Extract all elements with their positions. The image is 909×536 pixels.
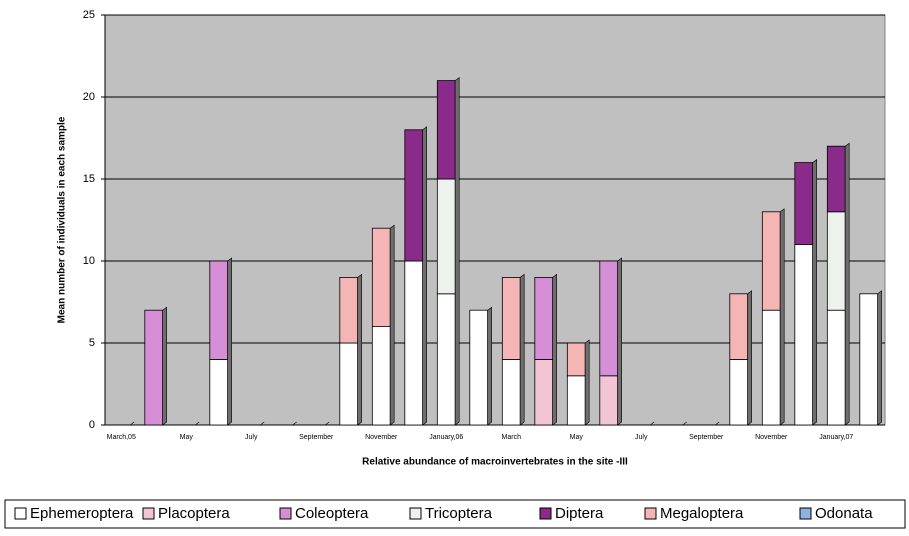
bar-segment: [436, 178, 456, 295]
legend-label: Diptera: [555, 505, 604, 522]
bar-segment: [826, 211, 846, 311]
y-tick-label: 5: [89, 337, 95, 349]
bar-side: [844, 142, 850, 426]
bar-side: [195, 421, 200, 426]
bar-side: [325, 421, 330, 426]
legend-label: Ephemeroptera: [30, 505, 134, 522]
legend-swatch: [279, 507, 292, 520]
bar-segment: [339, 342, 359, 426]
bar-segment: [501, 358, 521, 426]
bar-segment: [404, 129, 424, 262]
x-axis-title: Relative abundance of macroinvertebrates…: [362, 457, 628, 468]
bar-segment: [534, 358, 554, 426]
bar-segment: [794, 162, 814, 246]
x-tick-label: July: [245, 434, 258, 441]
y-axis-title: Mean number of individuals in each sampl…: [57, 116, 68, 323]
bar-segment: [436, 80, 456, 180]
bar-segment: [761, 211, 781, 311]
legend-swatch: [644, 507, 657, 520]
legend-label: Placoptera: [158, 505, 230, 522]
bar-segment: [144, 309, 164, 426]
bar-segment: [534, 276, 554, 360]
legend-swatch: [14, 507, 27, 520]
bar-side: [357, 273, 362, 426]
bar-side: [454, 76, 460, 426]
x-tick-label: January,06: [429, 434, 463, 441]
y-tick-label: 25: [83, 9, 95, 21]
y-tick-label: 20: [83, 91, 95, 103]
bar-side: [650, 421, 655, 426]
y-tick-label: 10: [83, 255, 95, 267]
bar-side: [812, 159, 817, 426]
bar-segment: [209, 358, 229, 426]
bar-side: [617, 257, 622, 426]
x-tick-label: March: [502, 434, 522, 441]
x-tick-label: November: [365, 434, 398, 441]
bar-segment: [826, 145, 846, 213]
legend-swatch: [799, 507, 812, 520]
bar-segment: [436, 293, 456, 426]
bar-side: [227, 257, 232, 426]
bar-side: [682, 421, 687, 426]
y-tick-label: 15: [83, 173, 95, 185]
bar-segment: [371, 326, 391, 426]
legend-label: Megaloptera: [660, 505, 744, 522]
bar-segment: [404, 260, 424, 426]
y-tick-label: 0: [89, 419, 95, 431]
bar-side: [389, 224, 395, 426]
bar-segment: [729, 358, 749, 426]
bar-side: [162, 306, 167, 426]
bar-segment: [566, 375, 586, 426]
legend-label: Tricoptera: [425, 505, 493, 522]
bar-segment: [209, 260, 229, 360]
legend-label: Odonata: [815, 505, 873, 522]
x-tick-label: September: [299, 434, 334, 441]
x-tick-label: November: [755, 434, 788, 441]
bar-side: [715, 421, 720, 426]
x-tick-label: March,05: [107, 434, 136, 441]
bar-segment: [469, 309, 489, 426]
bar-side: [584, 339, 590, 426]
x-tick-label: July: [635, 434, 648, 441]
bar-segment: [826, 309, 846, 426]
bar-segment: [729, 293, 749, 360]
bar-side: [130, 421, 135, 426]
bar-segment: [859, 293, 879, 426]
legend-box: [4, 499, 906, 529]
bar-side: [779, 208, 785, 426]
bar-segment: [599, 260, 619, 377]
bar-side: [292, 421, 297, 426]
bar-side: [260, 421, 265, 426]
bar-side: [519, 273, 525, 426]
x-tick-label: May: [570, 434, 584, 441]
bar-segment: [501, 276, 521, 360]
bar-side: [422, 126, 427, 426]
bar-segment: [566, 342, 586, 377]
x-tick-label: September: [689, 434, 724, 441]
plot-area: [104, 14, 886, 426]
x-tick-label: January,07: [819, 434, 853, 441]
bar-segment: [761, 309, 781, 426]
bar-segment: [339, 276, 359, 344]
bar-side: [552, 273, 557, 426]
legend-label: Coleoptera: [295, 505, 369, 522]
x-tick-label: May: [180, 434, 194, 441]
bar-segment: [371, 227, 391, 327]
bar-side: [747, 290, 752, 426]
bar-segment: [794, 244, 814, 426]
bar-side: [487, 306, 492, 426]
legend-swatch: [539, 507, 552, 520]
legend-swatch: [142, 507, 155, 520]
bar-segment: [599, 375, 619, 426]
legend-swatch: [409, 507, 422, 520]
bar-side: [877, 290, 882, 426]
